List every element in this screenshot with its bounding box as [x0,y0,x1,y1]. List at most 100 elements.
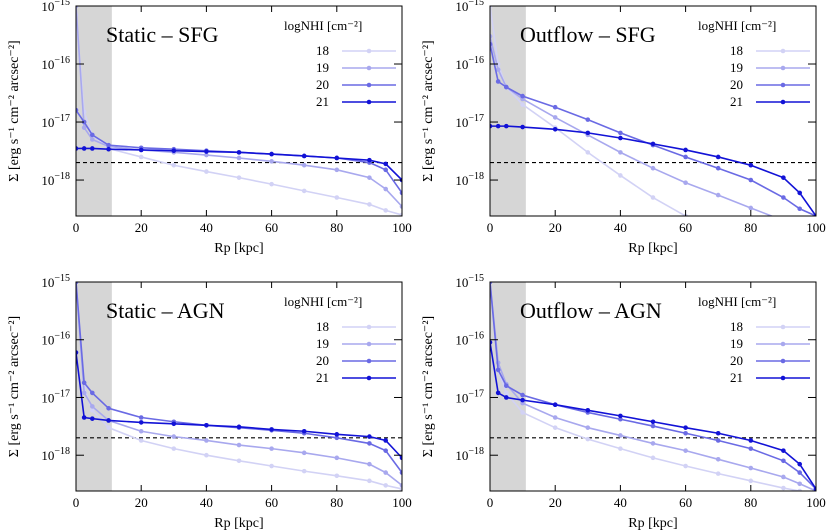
data-point [301,153,307,159]
data-point [715,165,721,171]
legend-marker [366,341,372,347]
legend-label: 20 [316,353,329,368]
data-point [334,167,340,173]
x-axis-label: Rp [kpc] [214,516,263,531]
x-tick-label: 100 [806,495,826,510]
data-point [399,455,402,461]
data-point [367,157,372,163]
data-point [334,455,340,461]
data-point [797,276,802,281]
data-point [76,6,79,9]
data-point [301,450,307,456]
data-point [618,446,623,451]
legend-marker [366,375,372,381]
data-point [504,123,509,129]
data-point [618,413,623,419]
y-tick-label: 10−15 [455,273,484,290]
plot-frame [75,5,403,217]
data-point [715,430,721,436]
data-point [269,151,274,157]
legend-marker [780,375,786,381]
data-point [552,126,558,132]
data-point [138,428,144,434]
series-line [490,125,816,216]
data-point [383,186,389,192]
data-point [383,448,389,453]
data-point [781,195,786,200]
data-point [552,425,558,430]
data-point [495,390,501,396]
data-point [81,146,87,151]
data-point [683,430,688,436]
data-point [495,79,501,84]
data-point [618,150,623,155]
shaded-region [76,6,112,216]
x-tick-label: 0 [73,220,80,235]
x-tick-label: 80 [744,495,757,510]
data-point [715,471,721,476]
legend-label: 20 [316,77,329,92]
panel-title: Static – AGN [106,298,225,323]
data-point [797,461,802,467]
data-point [504,395,509,400]
shaded-region [76,282,112,491]
data-point [618,433,623,438]
data-point [552,115,558,120]
data-point [683,154,688,160]
data-point [748,465,754,471]
x-tick-label: 100 [392,220,412,235]
data-point [301,162,307,168]
data-point [106,418,111,423]
series-line [76,352,402,459]
data-point [650,141,656,147]
data-point [90,416,95,421]
data-point [490,34,493,39]
panel-title: Static – SFG [106,22,219,47]
data-point [585,436,591,442]
data-point [781,218,786,223]
data-point [171,421,177,427]
data-point [334,432,340,437]
legend-marker [366,48,372,54]
y-tick-label: 10−18 [455,171,484,188]
data-point [90,146,95,151]
data-point [813,213,816,216]
data-point [520,102,525,107]
data-point [520,410,525,415]
data-point [334,435,340,441]
data-point [585,150,591,155]
data-point [76,107,79,113]
legend-label: 18 [316,43,329,58]
panel: 0 20 40 60 80 100 10−18 10−17 10−16 10−15 Rp [kpc]… [421,0,826,281]
data-point [383,167,389,173]
data-point [715,192,721,198]
x-tick-label: 100 [806,220,826,235]
data-point [781,175,786,180]
legend-title: logNHI [cm⁻²] [284,18,362,33]
data-point [383,161,389,167]
data-point [81,380,87,386]
data-point [781,485,786,491]
data-point [367,202,372,207]
x-tick-label: 60 [265,220,278,235]
data-point [236,458,242,464]
data-point [520,93,525,99]
legend-label: 20 [730,77,743,92]
x-tick-label: 40 [614,220,627,235]
legend-marker [366,324,372,330]
data-point [749,253,754,258]
y-tick-label: 10−17 [455,113,484,130]
data-point [383,438,389,443]
data-point [813,486,816,491]
data-point [715,438,721,443]
data-point [781,474,786,480]
data-point [520,124,525,130]
data-point [138,154,144,160]
data-point [269,181,274,187]
data-point [106,405,111,411]
data-point [650,441,656,446]
data-point [504,383,509,388]
data-point [204,152,209,158]
series-line [490,282,816,490]
data-point [683,180,688,185]
